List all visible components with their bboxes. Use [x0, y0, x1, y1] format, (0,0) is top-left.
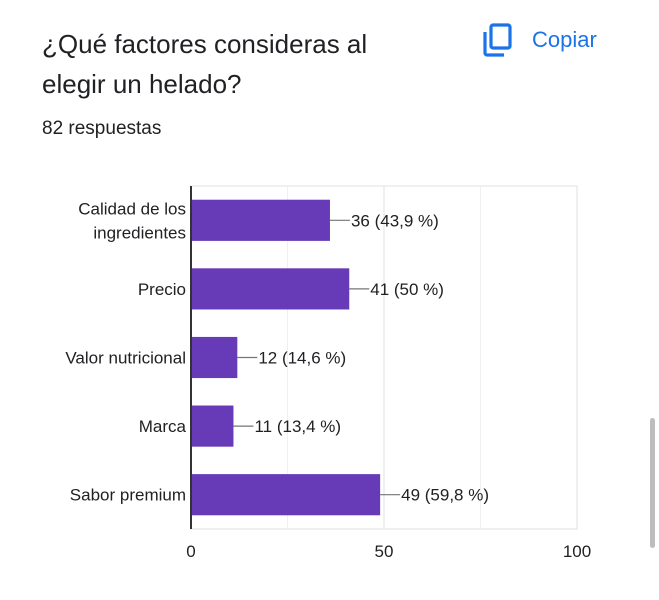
copy-label: Copiar	[532, 27, 597, 52]
data-label-0: 36 (43,9 %)	[351, 211, 439, 230]
data-label-1: 41 (50 %)	[370, 280, 444, 299]
category-label-4-0: Sabor premium	[70, 486, 186, 505]
bar-2	[191, 336, 238, 379]
response-count: 82 respuestas	[42, 118, 162, 139]
bar-0	[191, 199, 330, 241]
bar-3	[191, 405, 234, 447]
copy-icon	[483, 23, 512, 57]
data-label-2: 12 (14,6 %)	[258, 349, 346, 368]
category-label-0-1: ingredientes	[93, 223, 186, 242]
question-title-line-2: elegir un helado?	[42, 69, 242, 99]
scrollbar[interactable]	[650, 418, 655, 548]
data-label-3: 11 (13,4 %)	[254, 417, 341, 436]
category-label-1-0: Precio	[138, 280, 186, 299]
question-title-line-1: ¿Qué factores consideras al	[42, 29, 368, 59]
tick-label-50: 50	[375, 542, 394, 561]
category-label-3-0: Marca	[139, 417, 187, 436]
copy-button[interactable]: Copiar	[480, 20, 597, 60]
tick-label-0: 0	[186, 542, 195, 561]
data-label-4: 49 (59,8 %)	[401, 486, 489, 505]
question-title: ¿Qué factores consideras al elegir un he…	[42, 24, 442, 104]
category-label-2-0: Valor nutricional	[65, 349, 186, 368]
category-label-0-0: Calidad de los	[78, 199, 186, 218]
bar-4	[191, 474, 381, 516]
bar-1	[191, 268, 350, 310]
tick-label-100: 100	[563, 542, 591, 561]
